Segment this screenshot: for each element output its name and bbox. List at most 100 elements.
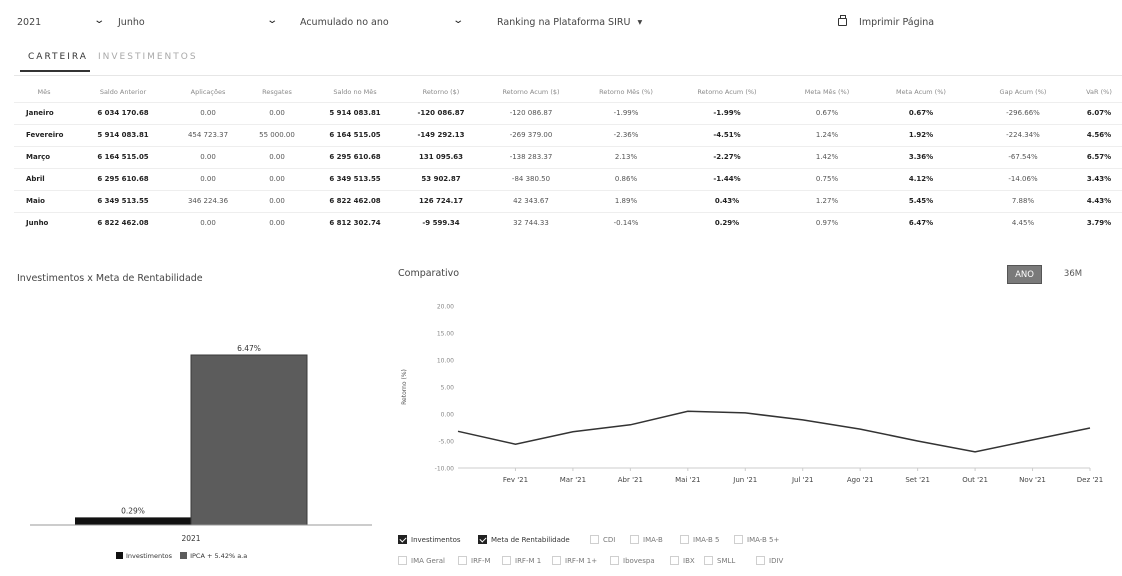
column-header: Saldo no Mês (333, 88, 377, 97)
checkbox-cdi[interactable]: CDI (590, 535, 615, 544)
mode-chevron-down-icon[interactable]: ⌄ (452, 15, 465, 26)
checkbox-label: IDIV (769, 557, 784, 565)
value-cell: 5 914 083.81 (310, 101, 400, 124)
checkbox-box-icon (680, 535, 689, 544)
month-select[interactable]: Junho (118, 17, 145, 28)
tab-divider (14, 75, 1122, 76)
tab-carteira[interactable]: CARTEIRA (28, 52, 88, 62)
legend-label-meta: IPCA + 5.42% a.a (190, 552, 248, 560)
value-cell: 6 812 302.74 (310, 211, 400, 234)
ranking-caret-icon: ▾ (637, 17, 643, 28)
checkbox-irf-m-1[interactable]: IRF-M 1 (502, 556, 541, 565)
x-tick-label: Jul '21 (791, 476, 814, 484)
x-tick-label: Mar '21 (560, 476, 586, 484)
value-cell: 6 034 170.68 (74, 101, 172, 124)
value-cell: 6 349 513.55 (310, 167, 400, 190)
checkbox-ibx[interactable]: IBX (670, 556, 695, 565)
column-header: Retorno Acum ($) (502, 88, 560, 97)
month-chevron-down-icon[interactable]: ⌄ (266, 15, 279, 26)
checkbox-box-icon (670, 556, 679, 565)
bar-value-label: 6.47% (237, 344, 261, 353)
ranking-label: Ranking na Plataforma SIRU (497, 17, 631, 28)
x-tick-label: Nov '21 (1019, 476, 1046, 484)
value-cell: -1.99% (672, 101, 782, 124)
month-cell: Abril (14, 167, 74, 190)
table-row: Fevereiro 5 914 083.81 454 723.37 55 000.00… (14, 123, 1122, 146)
ranking-dropdown[interactable]: Ranking na Plataforma SIRU ▾ (497, 17, 642, 28)
value-cell: 0.00 (172, 211, 244, 234)
checkbox-ima-b[interactable]: IMA-B (630, 535, 663, 544)
printer-icon (838, 15, 847, 26)
checkbox-ibovespa[interactable]: Ibovespa (610, 556, 655, 565)
x-tick-label: Set '21 (905, 476, 930, 484)
checkbox-irf-m-1-[interactable]: IRF-M 1+ (552, 556, 597, 565)
checkbox-meta-de-rentabilidade[interactable]: Meta de Rentabilidade (478, 535, 570, 544)
checkbox-investimentos[interactable]: Investimentos (398, 535, 461, 544)
checkbox-ima-geral[interactable]: IMA Geral (398, 556, 445, 565)
value-cell: -0.14% (580, 211, 672, 234)
tab-investimentos[interactable]: INVESTIMENTOS (98, 52, 198, 62)
value-cell: 3.43% (1076, 167, 1122, 190)
value-cell: -120 086.87 (400, 101, 482, 124)
checkbox-box-icon (458, 556, 467, 565)
mode-select[interactable]: Acumulado no ano (300, 17, 389, 28)
bar-investimentos (75, 517, 191, 525)
year-chevron-down-icon[interactable]: ⌄ (93, 15, 106, 26)
value-cell: 6 164 515.05 (310, 123, 400, 146)
period-ano-button[interactable]: ANO (1007, 265, 1042, 284)
filter-bar: 2021 ⌄ Junho ⌄ Acumulado no ano ⌄ Rankin… (0, 0, 1122, 40)
x-tick-label: Ago '21 (847, 476, 874, 484)
x-tick-label: Mai '21 (675, 476, 700, 484)
column-header: Retorno Acum (%) (697, 88, 757, 97)
value-cell: 346 224.36 (172, 189, 244, 212)
value-cell: 0.29% (672, 211, 782, 234)
y-tick-label: 15.00 (437, 331, 454, 338)
bar-value-label: 0.29% (121, 506, 145, 515)
checkbox-label: CDI (603, 536, 616, 544)
value-cell: -2.27% (672, 145, 782, 168)
table-row: Abril 6 295 610.68 0.00 0.00 6 349 513.55 53 … (14, 167, 1122, 190)
value-cell: 4.56% (1076, 123, 1122, 146)
value-cell: 1.92% (872, 123, 970, 146)
value-cell: 0.86% (580, 167, 672, 190)
month-cell: Fevereiro (14, 123, 74, 146)
investimentos-series-line (457, 410, 1091, 453)
checkbox-label: IBX (683, 557, 695, 565)
value-cell: 4.45% (970, 211, 1076, 234)
checkbox-smll[interactable]: SMLL (704, 556, 735, 565)
y-tick-label: 0.00 (441, 412, 455, 419)
checkbox-box-icon (502, 556, 511, 565)
table-row: Março 6 164 515.05 0.00 0.00 6 295 610.68 131… (14, 145, 1122, 168)
checkbox-box-icon (398, 535, 407, 544)
period-36m-button[interactable]: 36M (1063, 269, 1083, 279)
value-cell: -14.06% (970, 167, 1076, 190)
value-cell: 1.27% (782, 189, 872, 212)
print-page-button[interactable]: Imprimir Página (838, 15, 934, 28)
table-header-row: Mês Saldo Anterior Aplicações Resgates Saldo… (14, 83, 1122, 102)
value-cell: 6 349 513.55 (74, 189, 172, 212)
value-cell: 1.89% (580, 189, 672, 212)
value-cell: -1.44% (672, 167, 782, 190)
value-cell: 42 343.67 (482, 189, 580, 212)
column-header: Retorno ($) (422, 88, 460, 97)
value-cell: 32 744.33 (482, 211, 580, 234)
checkbox-irf-m[interactable]: IRF-M (458, 556, 491, 565)
month-cell: Maio (14, 189, 74, 212)
x-tick-label: Abr '21 (618, 476, 643, 484)
checkbox-ima-b-5-[interactable]: IMA-B 5+ (734, 535, 779, 544)
checkbox-idiv[interactable]: IDIV (756, 556, 783, 565)
year-select[interactable]: 2021 (17, 17, 42, 28)
value-cell: 6.57% (1076, 145, 1122, 168)
x-tick-label: Out '21 (962, 476, 988, 484)
checkbox-box-icon (630, 535, 639, 544)
line-chart: 20.00 15.00 10.00 5.00 0.00 -5.00 -10.00 Retorn… (401, 304, 1103, 485)
column-header: Mês (37, 88, 51, 97)
column-header: Resgates (262, 88, 292, 97)
value-cell: 5 914 083.81 (74, 123, 172, 146)
checkbox-box-icon (398, 556, 407, 565)
legend-swatch-meta (180, 552, 188, 559)
portfolio-table: Mês Saldo Anterior Aplicações Resgates Saldo… (14, 83, 1122, 234)
value-cell: 1.24% (782, 123, 872, 146)
checkbox-ima-b-5[interactable]: IMA-B 5 (680, 535, 720, 544)
month-cell: Março (14, 145, 74, 168)
